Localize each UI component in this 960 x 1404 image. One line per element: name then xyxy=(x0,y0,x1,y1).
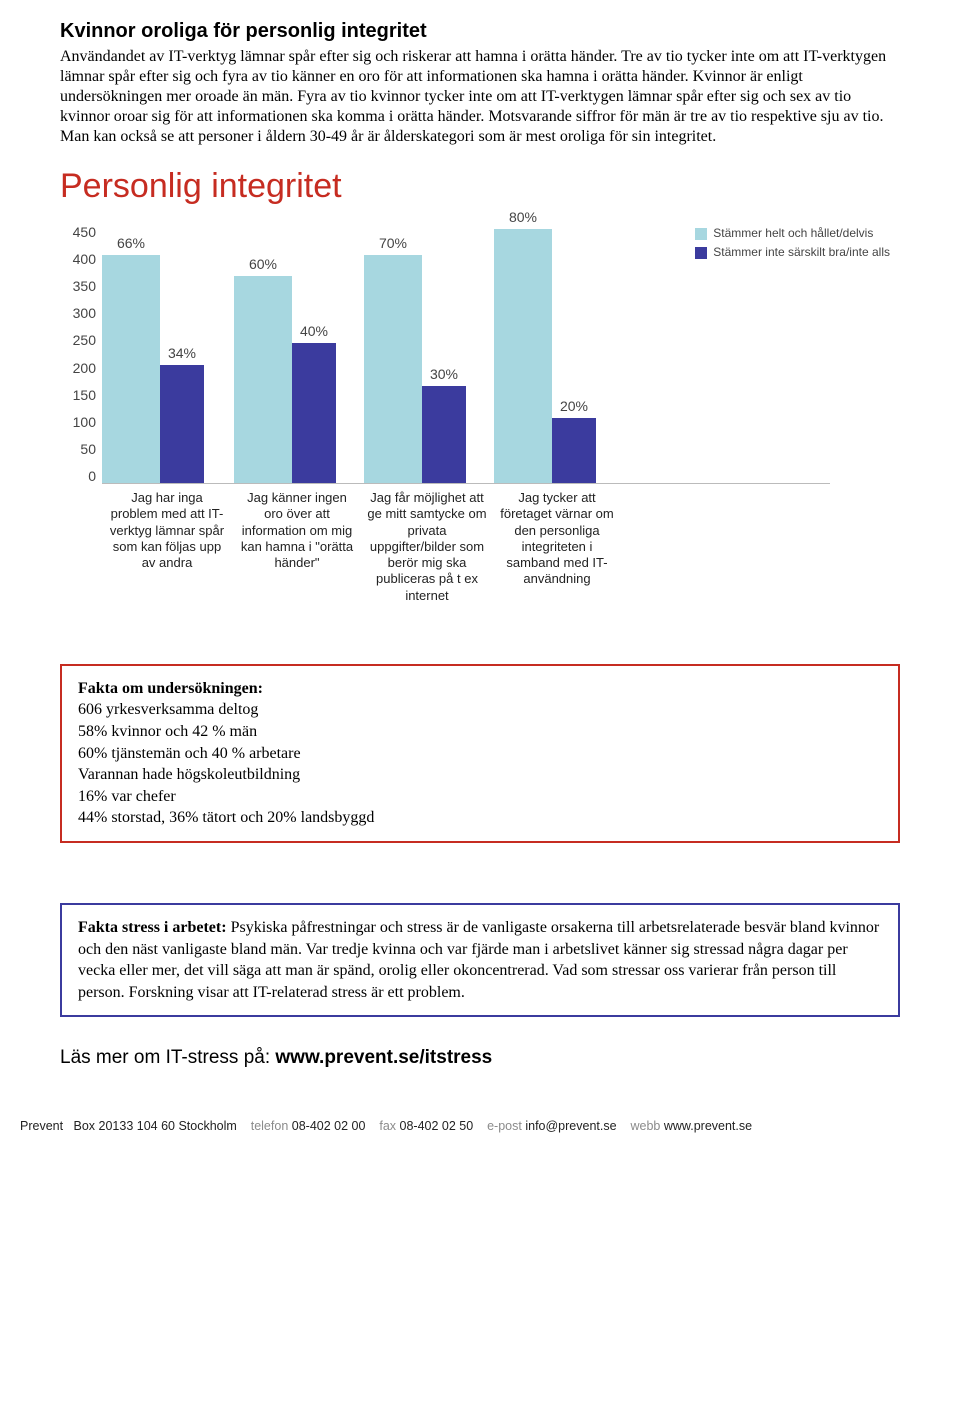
y-tick: 0 xyxy=(60,468,96,484)
bar-group: 70%30% xyxy=(364,255,474,483)
bar-pct-label: 40% xyxy=(292,323,336,339)
facts-box-stress: Fakta stress i arbetet: Psykiska påfrest… xyxy=(60,903,900,1017)
bar-pct-label: 20% xyxy=(552,398,596,414)
facts-line: 606 yrkesverksamma deltog xyxy=(78,699,882,721)
y-tick: 100 xyxy=(60,414,96,430)
facts-stress-title: Fakta stress i arbetet: xyxy=(78,919,227,936)
read-more-prefix: Läs mer om IT-stress på: xyxy=(60,1047,275,1068)
footer-email-label: e-post xyxy=(487,1119,522,1133)
bar-pct-label: 34% xyxy=(160,345,204,361)
legend-swatch xyxy=(695,228,707,240)
bar: 20% xyxy=(552,418,596,483)
chart-plot-area: 450400350300250200150100500 66%34%60%40%… xyxy=(60,224,830,484)
bar: 34% xyxy=(160,365,204,483)
footer-email: info@prevent.se xyxy=(525,1119,616,1133)
y-tick: 400 xyxy=(60,251,96,267)
x-label: Jag tycker att företaget värnar om den p… xyxy=(492,490,622,604)
facts-line: 60% tjänstemän och 40 % arbetare xyxy=(78,743,882,765)
bar-pct-label: 30% xyxy=(422,366,466,382)
x-label: Jag känner ingen oro över att informatio… xyxy=(232,490,362,604)
y-tick: 150 xyxy=(60,387,96,403)
bar: 70% xyxy=(364,255,422,483)
bar-group: 80%20% xyxy=(494,229,604,483)
facts-line: 58% kvinnor och 42 % män xyxy=(78,721,882,743)
bar: 60% xyxy=(234,276,292,483)
footer-addr: Box 20133 104 60 Stockholm xyxy=(74,1119,237,1133)
y-tick: 50 xyxy=(60,441,96,457)
facts-line: 16% var chefer xyxy=(78,786,882,808)
facts-survey-title: Fakta om undersökningen: xyxy=(78,678,882,700)
bar: 30% xyxy=(422,386,466,483)
chart-container: Personlig integritet 450 400 350 300 250 200 1… xyxy=(60,167,830,604)
bar: 40% xyxy=(292,343,336,483)
y-tick: 300 xyxy=(60,305,96,321)
bar: 80% xyxy=(494,229,552,483)
read-more-link[interactable]: www.prevent.se/itstress xyxy=(275,1047,492,1068)
footer-web-label: webb xyxy=(630,1119,660,1133)
chart-title: Personlig integritet xyxy=(60,167,830,206)
bar-pct-label: 60% xyxy=(234,256,292,272)
y-tick: 350 xyxy=(60,278,96,294)
legend-row: Stämmer helt och hållet/delvis xyxy=(695,224,890,243)
facts-survey-lines: 606 yrkesverksamma deltog58% kvinnor och… xyxy=(78,699,882,829)
footer-web: www.prevent.se xyxy=(664,1119,752,1133)
x-label: Jag får möjlighet att ge mitt samtycke o… xyxy=(362,490,492,604)
y-tick: 200 xyxy=(60,360,96,376)
bar-group: 60%40% xyxy=(234,276,344,483)
page-footer: Prevent Box 20133 104 60 Stockholm telef… xyxy=(20,1119,900,1133)
facts-line: 44% storstad, 36% tätort och 20% landsby… xyxy=(78,807,882,829)
intro-paragraph: Användandet av IT-verktyg lämnar spår ef… xyxy=(60,47,900,147)
bar-pct-label: 70% xyxy=(364,235,422,251)
bar-group: 66%34% xyxy=(102,255,212,483)
bar-pct-label: 80% xyxy=(494,209,552,225)
bar-pct-label: 66% xyxy=(102,235,160,251)
footer-org: Prevent xyxy=(20,1119,63,1133)
facts-box-survey: Fakta om undersökningen: 606 yrkesverksa… xyxy=(60,664,900,843)
legend-text: Stämmer inte särskilt bra/inte alls xyxy=(713,243,890,262)
x-label: Jag har inga problem med att IT-verktyg … xyxy=(102,490,232,604)
chart-y-axis: 450 400 350 300 250 200 150 100 50 0 xyxy=(60,224,102,484)
chart-legend: Stämmer helt och hållet/delvisStämmer in… xyxy=(695,224,890,262)
y-tick: 450 xyxy=(60,224,96,240)
y-tick: 250 xyxy=(60,332,96,348)
chart-bars-zone: 66%34%60%40%70%30%80%20% xyxy=(102,224,830,484)
facts-line: Varannan hade högskoleutbildning xyxy=(78,764,882,786)
bar: 66% xyxy=(102,255,160,483)
legend-swatch xyxy=(695,247,707,259)
footer-tel-label: telefon xyxy=(251,1119,289,1133)
legend-text: Stämmer helt och hållet/delvis xyxy=(713,224,873,243)
chart-x-labels: Jag har inga problem med att IT-verktyg … xyxy=(102,490,830,604)
footer-tel: 08-402 02 00 xyxy=(292,1119,366,1133)
read-more: Läs mer om IT-stress på: www.prevent.se/… xyxy=(60,1047,900,1069)
footer-fax-label: fax xyxy=(379,1119,396,1133)
section-heading: Kvinnor oroliga för personlig integritet xyxy=(60,20,900,43)
legend-row: Stämmer inte särskilt bra/inte alls xyxy=(695,243,890,262)
footer-fax: 08-402 02 50 xyxy=(400,1119,474,1133)
